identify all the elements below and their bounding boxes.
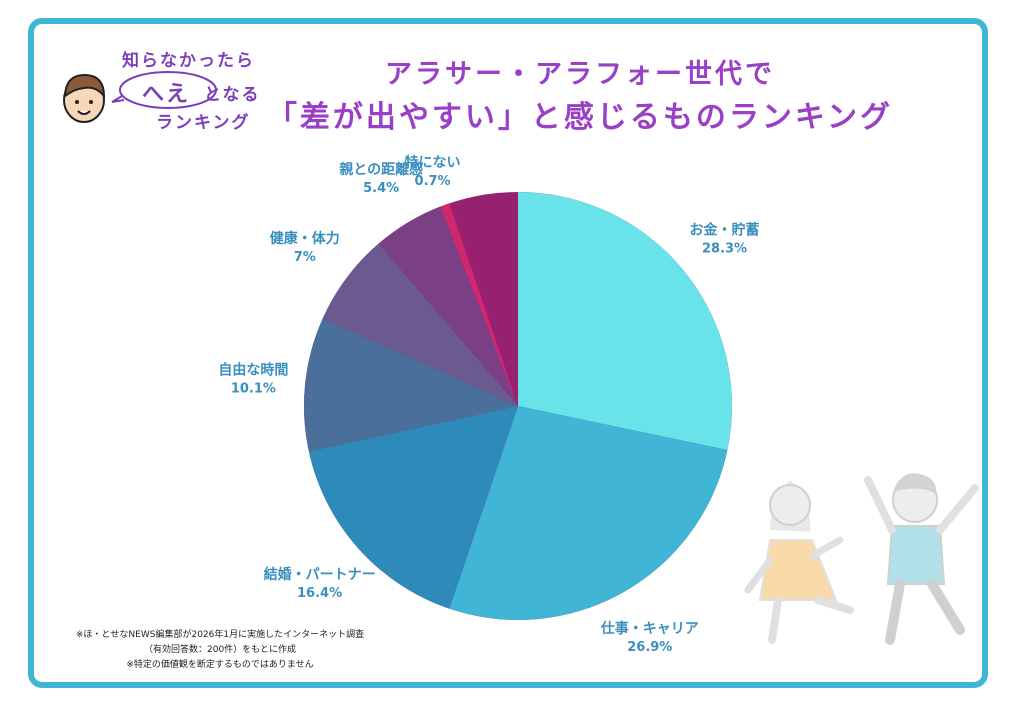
slice-value-label: 0.7%: [415, 174, 451, 189]
pie-slice: [440, 203, 518, 406]
pie-slice: [449, 406, 728, 620]
chart-title-line1: アラサー・アラフォー世代で: [385, 59, 775, 90]
slice-value-label: 26.9%: [627, 640, 672, 655]
slice-label: 自由な時間: [218, 361, 288, 378]
pie-labels: お金・貯蓄 28.3% 仕事・キャリア 26.9% 結婚・パートナー 16.4% 自由な時間…: [218, 154, 759, 655]
speech-bubble-icon: [111, 71, 217, 109]
slice-label: 健康・体力: [270, 230, 340, 247]
slice-value-label: 16.4%: [297, 586, 342, 601]
slice-value-label: 28.3%: [702, 241, 747, 256]
slice-value-label: 7%: [294, 250, 316, 265]
slice-value-label: 10.1%: [231, 381, 276, 396]
pie-slice: [304, 318, 518, 452]
boy-figure-icon: [864, 473, 979, 645]
pie-slice: [322, 243, 518, 406]
boy-face-icon: [63, 73, 106, 123]
slice-label: 結婚・パートナー: [264, 566, 376, 583]
slice-label: お金・貯蓄: [690, 221, 760, 238]
pie-slices: [304, 192, 732, 620]
kids-illustration: [744, 473, 979, 645]
footnote-line3: ※特定の価値観を断定するものではありません: [126, 660, 314, 670]
slice-value-label: 5.4%: [363, 181, 399, 196]
girl-figure-icon: [744, 480, 854, 644]
slice-label: 特にない: [405, 154, 461, 171]
footnote-line1: ※ほ・とせなNEWS編集部が2026年1月に実施したインターネット調査: [75, 630, 365, 640]
logo-line2: となる: [204, 85, 261, 105]
logo-line1: 知らなかったら: [122, 51, 255, 71]
slice-label: 仕事・キャリア: [600, 620, 699, 637]
pie-slice: [518, 192, 732, 451]
ranking-logo: 知らなかったら へえ となる ランキング: [56, 42, 286, 142]
footnote: ※ほ・とせなNEWS編集部が2026年1月に実施したインターネット調査 （有効回…: [60, 628, 380, 673]
slice-label: 親との距離感: [339, 161, 423, 178]
pie-slice: [308, 406, 518, 609]
logo-line3: ランキング: [156, 113, 251, 133]
chart-title-line2: 「差が出やすい」と感じるものランキング: [266, 100, 894, 135]
footnote-line2: （有効回答数：200件）をもとに作成: [144, 645, 296, 655]
pie-slice: [378, 206, 518, 406]
logo-hee: へえ: [142, 82, 191, 107]
